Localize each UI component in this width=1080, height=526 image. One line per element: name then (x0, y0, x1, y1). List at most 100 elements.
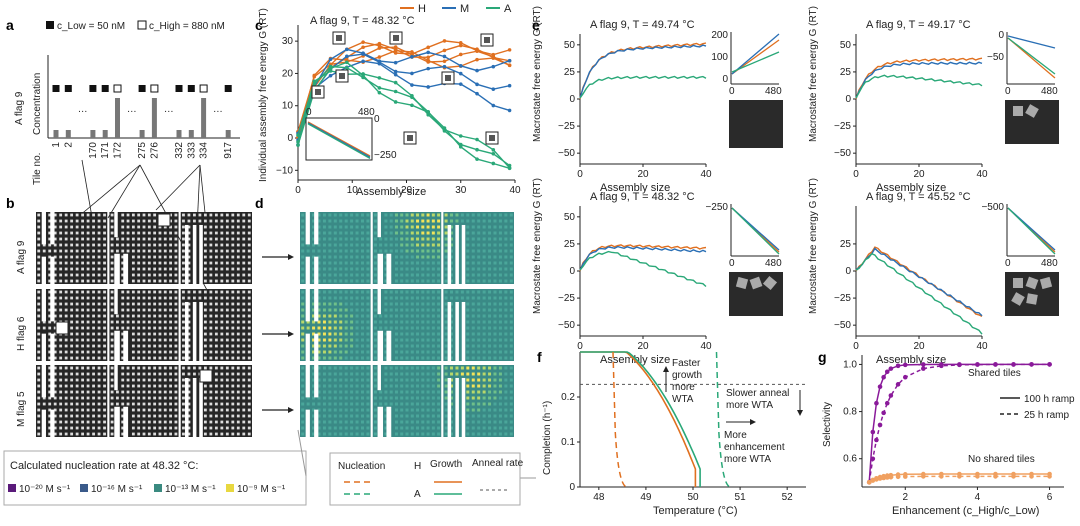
dot (64, 408, 68, 412)
pixel (444, 420, 448, 424)
pixel (421, 408, 425, 412)
dot (64, 279, 68, 283)
dot (75, 249, 79, 253)
pixel (498, 296, 502, 300)
nucleation-legend-title: Calculated nucleation rate at 48.32 °C: (10, 460, 198, 472)
dot (59, 231, 63, 235)
dot (242, 396, 246, 400)
pixel (373, 308, 377, 312)
dot (53, 344, 57, 348)
dot (169, 338, 172, 342)
dot (86, 267, 90, 271)
pixel (410, 231, 414, 235)
pixel (394, 326, 398, 330)
pixel (416, 366, 420, 370)
dot (209, 432, 213, 436)
e-inset-line-0-2 (731, 51, 780, 73)
pixel (466, 296, 470, 300)
pixel (350, 273, 354, 277)
dot (64, 302, 68, 306)
pixel (504, 267, 508, 271)
g-noshared-25h-point (877, 476, 883, 481)
f-ann-anneal-2: more WTA (726, 400, 773, 411)
pixel (488, 338, 492, 342)
cutout-2 (123, 406, 129, 437)
block-0 (300, 212, 371, 284)
pixel (301, 356, 305, 360)
pixel (350, 390, 354, 394)
pixel (410, 237, 414, 241)
dot (92, 384, 95, 388)
pixel (498, 432, 502, 436)
pixel (416, 414, 420, 418)
pixel (384, 296, 388, 300)
dot (81, 249, 85, 253)
pixel (373, 273, 377, 277)
dot (42, 402, 46, 406)
pixel (333, 426, 337, 430)
pixel (400, 279, 404, 283)
dot (142, 332, 146, 336)
dot (225, 255, 229, 259)
pixel (384, 344, 388, 348)
pixel (301, 350, 305, 354)
dot (59, 344, 63, 348)
pixel (437, 296, 441, 300)
pixel (333, 372, 337, 376)
b-grid-0 (36, 212, 252, 284)
pixel (482, 426, 486, 430)
pixel (431, 231, 435, 235)
pixel (366, 414, 370, 418)
pixel (301, 225, 305, 229)
pixel (317, 408, 321, 412)
pixel (450, 219, 454, 223)
pixel (394, 267, 398, 271)
dot (70, 356, 74, 360)
pixel (322, 308, 326, 312)
c-ytick-label: 10 (282, 101, 294, 112)
dot (75, 213, 79, 217)
pixel (493, 326, 497, 330)
c-M-0 (297, 48, 510, 145)
c-M-2 (297, 60, 510, 134)
dot (242, 213, 246, 217)
pixel (333, 296, 337, 300)
pixel (322, 213, 326, 217)
dot (81, 344, 85, 348)
dot (103, 390, 106, 394)
pixel (366, 243, 370, 247)
pixel (322, 414, 326, 418)
dot (231, 308, 235, 312)
pixel (360, 302, 364, 306)
dot (242, 290, 246, 294)
pixel (384, 420, 388, 424)
dot (153, 420, 157, 424)
dot (247, 308, 251, 312)
dot (48, 237, 52, 241)
pixel (333, 384, 337, 388)
dot (86, 237, 90, 241)
dot (231, 384, 235, 388)
pixel (322, 420, 326, 424)
pixel (360, 414, 364, 418)
dot (81, 338, 85, 342)
dot (147, 426, 151, 430)
pixel (379, 326, 383, 330)
pixel (504, 332, 508, 336)
dot (220, 414, 224, 418)
pixel (373, 213, 377, 217)
dot (203, 402, 207, 406)
dot (214, 356, 218, 360)
pixel (431, 402, 435, 406)
pixel (416, 267, 420, 271)
dot (75, 273, 79, 277)
dot (110, 279, 114, 283)
pixel (493, 332, 497, 336)
dot (169, 219, 172, 223)
dot (220, 290, 224, 294)
pixel (339, 408, 343, 412)
pixel (466, 356, 470, 360)
dot (209, 338, 213, 342)
pixel (509, 320, 513, 324)
pixel (504, 255, 508, 259)
